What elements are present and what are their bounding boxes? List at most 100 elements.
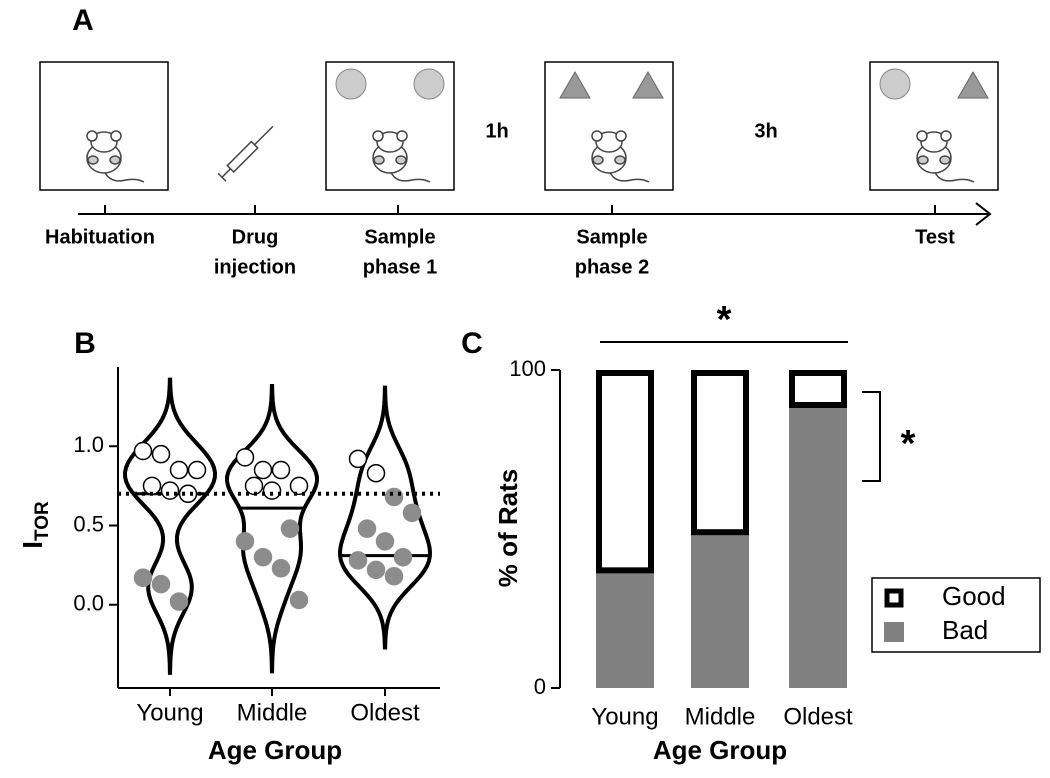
rat-ear [615,130,627,142]
bar-segment [596,570,654,688]
panel-label: C [461,327,483,360]
filled-point [384,566,404,586]
violin [337,385,433,650]
filled-point [375,532,395,551]
rat-paw [395,155,407,165]
rat-ear [591,130,603,142]
bar-segment [789,404,847,688]
filled-point [271,559,291,578]
rat-tail [933,169,975,183]
rat-ear [86,130,98,142]
filled-point [402,503,422,523]
filled-point [169,592,189,611]
y-tick-label: 0.0 [73,591,104,616]
filled-point [289,590,309,610]
stage-label: Test [915,226,955,248]
open-point [151,444,171,464]
rat-paw [592,155,604,165]
filled-point [366,560,386,580]
stage-label: phase 1 [363,256,437,278]
rat-icon [916,130,975,183]
x-tick-label: Middle [237,699,308,726]
rat-icon [591,130,650,183]
rat-paw [917,155,929,165]
filled-point [348,551,368,570]
y-axis-label: % of Rats [493,469,523,587]
stage-label: Drug [232,226,279,248]
x-tick-label: Middle [685,703,756,730]
significance-bracket [862,391,881,482]
stage-label: Sample [576,226,647,248]
rat-ear [396,130,408,142]
stage-label: Habituation [45,226,155,248]
legend-swatch [884,588,904,608]
open-point [289,476,309,496]
rat-paw [109,155,121,165]
y-tick-label: 0 [534,674,546,699]
bar-segment [691,532,749,688]
rat-icon [372,130,431,183]
y-tick-label: 1.0 [73,432,104,457]
syringe-needle [254,125,274,146]
rat-tail [103,169,145,183]
x-tick-label: Oldest [350,699,420,726]
significance-star: * [717,299,732,341]
x-tick-label: Young [591,703,658,730]
open-point [262,481,282,500]
open-point [235,448,255,467]
legend-label: Good [942,581,1006,611]
x-axis-label: Age Group [208,735,342,765]
legend-swatch [884,622,904,642]
filled-point [151,574,171,594]
rat-paw [373,155,385,165]
interval-label: 3h [754,120,777,142]
filled-point [280,519,300,538]
interval-label: 1h [485,120,508,142]
filled-point [235,532,255,551]
y-tick-label: 0.5 [73,511,104,536]
object-triangle [957,70,989,99]
open-point [178,484,198,504]
legend-label: Bad [942,615,988,645]
significance-star: * [901,423,916,465]
bar-segment [596,370,654,574]
open-point [133,441,153,461]
object-triangle [559,70,591,99]
open-point [271,460,291,480]
rat-ear [372,130,384,142]
open-point [253,460,273,480]
rat-tail [608,169,650,183]
rat-ear [110,130,122,142]
open-point [348,449,368,469]
syringe-plunger [221,168,232,178]
timeline-arrow [975,202,992,226]
panel-label: B [74,327,96,360]
object-circle [879,68,911,100]
violin [224,384,320,674]
x-tick-label: Young [136,699,203,726]
stage-label: Sample [364,226,435,248]
rat-ear [916,130,928,142]
open-point [187,460,207,480]
syringe-handle [217,172,227,182]
object-circle [413,68,445,100]
filled-point [393,547,413,567]
bar-segment [789,370,847,408]
rat-ear [940,130,952,142]
y-tick-label: 100 [509,356,546,381]
filled-point [357,519,377,538]
x-tick-label: Oldest [783,703,853,730]
syringe-icon [217,125,274,182]
rat-paw [939,155,951,165]
x-axis-label: Age Group [653,735,787,765]
rat-paw [87,155,99,165]
object-circle [335,68,367,100]
rat-tail [389,169,431,183]
syringe-barrel [226,140,259,174]
filled-point [253,547,273,567]
violin [122,377,218,675]
rat-icon [86,130,145,183]
filled-point [384,487,404,507]
open-point [169,460,189,480]
